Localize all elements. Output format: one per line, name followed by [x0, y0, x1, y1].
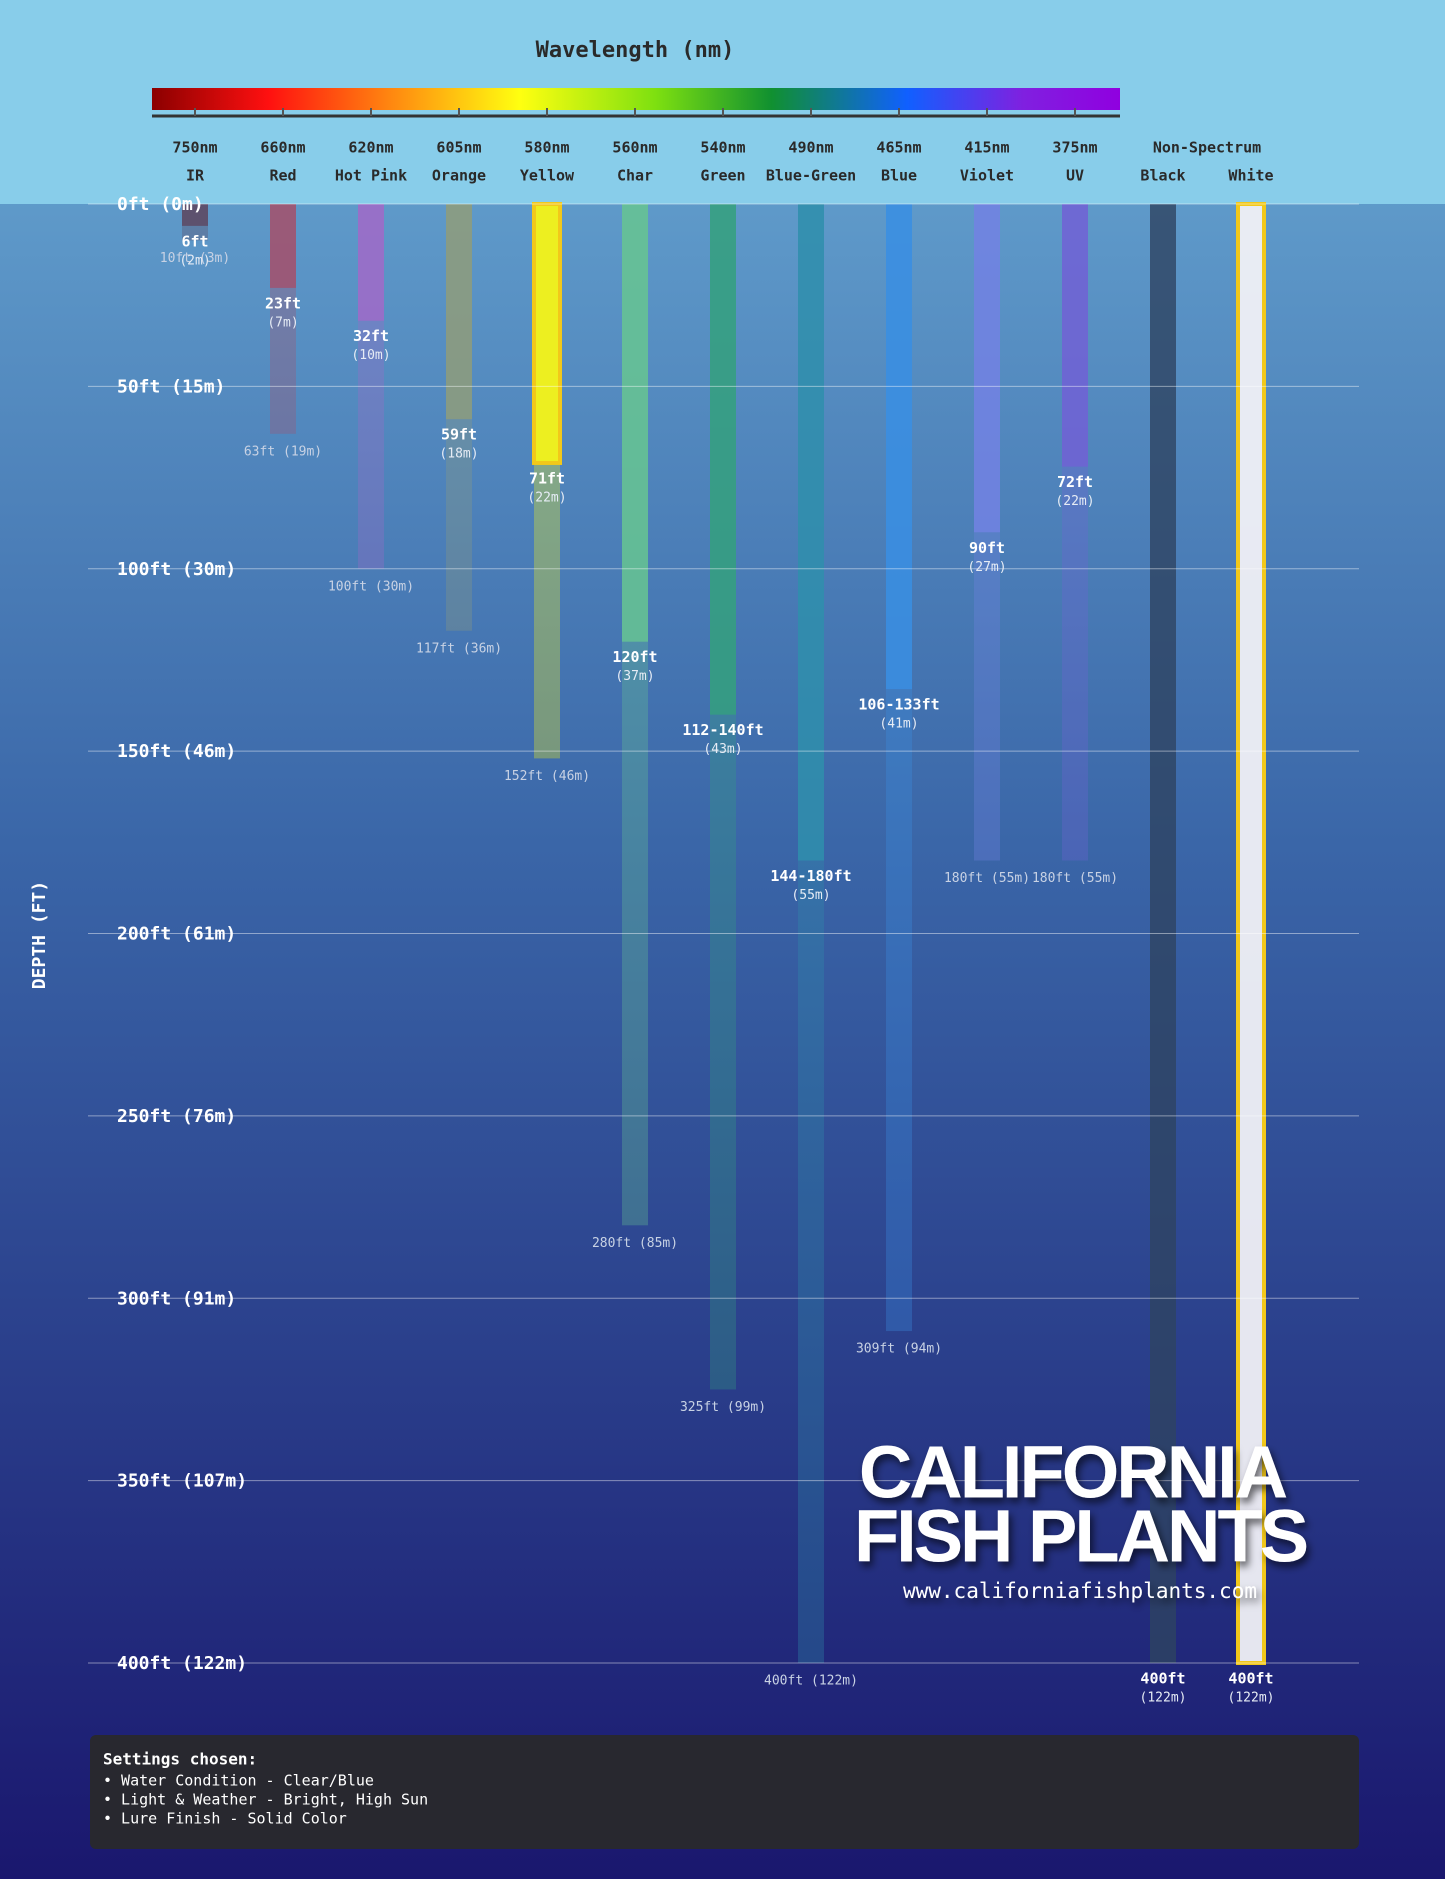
visible-bar: [1062, 204, 1088, 467]
watermark-line: FISH PLANTS: [854, 1495, 1307, 1578]
visible-bar: [532, 202, 562, 465]
visible-label: 71ft: [529, 469, 565, 487]
visible-metric: (22m): [1055, 494, 1094, 509]
fade-label: 180ft (55m): [944, 871, 1030, 886]
settings-item: • Water Condition - Clear/Blue: [103, 1772, 374, 1790]
visible-label: 120ft: [612, 648, 657, 666]
settings-item: • Lure Finish - Solid Color: [103, 1810, 347, 1828]
visible-label: 144-180ft: [770, 867, 851, 885]
visible-bar: [446, 204, 472, 420]
visible-label: 400ft: [1228, 1670, 1273, 1688]
visible-bar: [182, 204, 208, 226]
fade-label: 117ft (36m): [416, 641, 502, 656]
fade-label: 63ft (19m): [244, 444, 322, 459]
settings-title: Settings chosen:: [103, 1750, 257, 1769]
wavelength-label: 415nm: [964, 139, 1009, 157]
wavelength-label: 750nm: [172, 139, 217, 157]
y-tick-label: 50ft (15m): [117, 376, 225, 397]
y-tick-label: 100ft (30m): [117, 559, 236, 580]
visible-bar: [270, 204, 296, 288]
visible-bar: [622, 204, 648, 642]
visible-label: 6ft: [181, 232, 208, 250]
visible-metric: (55m): [791, 888, 830, 903]
visible-bar: [1150, 204, 1176, 1663]
visible-metric: (22m): [527, 490, 566, 505]
y-tick-label: 300ft (91m): [117, 1288, 236, 1309]
x-tick-label: IR: [186, 167, 205, 185]
wavelength-label: 605nm: [436, 139, 481, 157]
x-tick-label: Hot Pink: [335, 167, 407, 185]
fade-label: 400ft (122m): [764, 1674, 858, 1689]
x-tick-label: Red: [269, 167, 296, 185]
visible-label: 59ft: [441, 426, 477, 444]
settings-box: [90, 1735, 1359, 1849]
wavelength-label: 540nm: [700, 139, 745, 157]
spectrum-bar: [152, 88, 1120, 110]
y-axis-label: DEPTH (FT): [29, 881, 50, 989]
x-tick-label: Blue-Green: [766, 167, 856, 185]
visible-label: 32ft: [353, 327, 389, 345]
fade-label: 309ft (94m): [856, 1342, 942, 1357]
visible-metric: (18m): [439, 447, 478, 462]
visible-bar: [1236, 202, 1266, 1665]
visible-bar: [798, 204, 824, 861]
visible-label: 106-133ft: [858, 696, 939, 714]
x-tick-label: Black: [1140, 167, 1185, 185]
watermark-line: CALIFORNIA: [859, 1431, 1287, 1514]
settings-item: • Light & Weather - Bright, High Sun: [103, 1791, 428, 1809]
visible-metric: (41m): [879, 717, 918, 732]
chart-title: Wavelength (nm): [536, 38, 735, 63]
visible-label: 400ft: [1140, 1670, 1185, 1688]
x-tick-label: UV: [1066, 167, 1084, 185]
wavelength-label: 620nm: [348, 139, 393, 157]
y-tick-label: 150ft (46m): [117, 741, 236, 762]
wavelength-label: 660nm: [260, 139, 305, 157]
wavelength-label: 375nm: [1052, 139, 1097, 157]
visible-label: 72ft: [1057, 473, 1093, 491]
visible-metric: (122m): [1140, 1691, 1187, 1706]
visible-metric: (27m): [967, 560, 1006, 575]
x-tick-label: Char: [617, 167, 653, 185]
fade-label: 152ft (46m): [504, 769, 590, 784]
wavelength-label: 465nm: [876, 139, 921, 157]
watermark-url: www.californiafishplants.com: [903, 1579, 1257, 1603]
x-tick-label: Yellow: [520, 167, 575, 185]
visible-metric: (122m): [1228, 1691, 1275, 1706]
visible-bar: [974, 204, 1000, 533]
wavelength-label: 490nm: [788, 139, 833, 157]
visible-bar: [886, 204, 912, 690]
fade-label: 180ft (55m): [1032, 871, 1118, 886]
fade-label: 100ft (30m): [328, 579, 414, 594]
fade-label: 10ft (3m): [160, 251, 230, 266]
visible-metric: (10m): [351, 348, 390, 363]
group-label: Non-Spectrum: [1153, 139, 1261, 157]
visible-metric: (2m): [179, 253, 210, 268]
y-tick-label: 400ft (122m): [117, 1653, 247, 1674]
x-tick-label: Blue: [881, 167, 917, 185]
visible-label: 90ft: [969, 539, 1005, 557]
y-tick-label: 200ft (61m): [117, 924, 236, 945]
visible-bar: [358, 204, 384, 321]
y-tick-label: 350ft (107m): [117, 1471, 247, 1492]
visible-metric: (37m): [615, 669, 654, 684]
wavelength-label: 580nm: [524, 139, 569, 157]
fade-label: 280ft (85m): [592, 1236, 678, 1251]
x-tick-label: Green: [700, 167, 745, 185]
visible-label: 112-140ft: [682, 721, 763, 739]
x-tick-label: White: [1228, 167, 1273, 185]
fade-label: 325ft (99m): [680, 1400, 766, 1415]
visible-bar: [710, 204, 736, 715]
y-tick-label: 250ft (76m): [117, 1106, 236, 1127]
visible-metric: (43m): [703, 742, 742, 757]
visible-label: 23ft: [265, 294, 301, 312]
x-tick-label: Violet: [960, 167, 1014, 185]
x-tick-label: Orange: [432, 167, 486, 185]
y-tick-label: 0ft (0m): [117, 194, 204, 215]
visible-metric: (7m): [267, 315, 298, 330]
wavelength-label: 560nm: [612, 139, 657, 157]
